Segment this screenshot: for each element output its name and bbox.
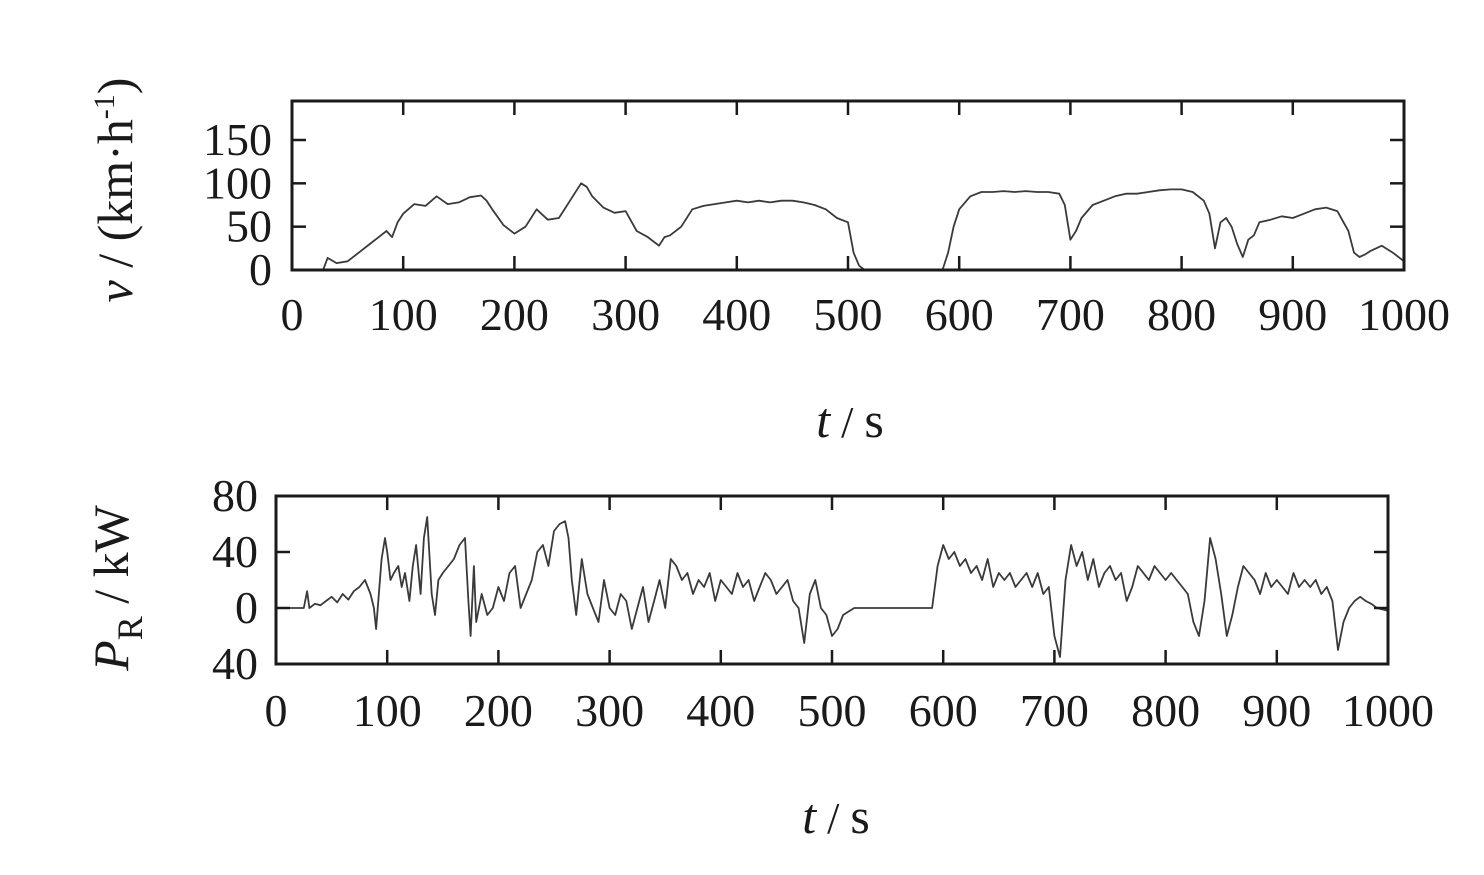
power-x-tick-label: 200 [464,685,533,736]
power-x-tick-label: 100 [353,685,422,736]
speed-x-tick-label: 200 [480,289,549,340]
power-x-tick-label: 0 [265,685,288,736]
speed-plot-frame [290,99,1406,272]
speed-x-tick-label: 0 [281,289,304,340]
speed-y-tick-label: 0 [249,244,272,295]
power-x-tick-label: 900 [1242,685,1311,736]
speed-y-tick-label: 100 [203,157,272,208]
speed-y-tick-label: 50 [226,201,272,252]
speed-x-ticks: 0 100 200 300 400 500 600 700 800 900 1000 [281,101,1450,340]
power-x-tick-label: 600 [909,685,978,736]
power-y-axis-label: PR / kW [83,504,150,671]
power-x-tick-label: 400 [686,685,755,736]
speed-x-axis-label: t / s [816,392,884,448]
speed-y-axis-label: v / (km·h-1) [87,78,143,303]
speed-x-tick-label: 400 [702,289,771,340]
power-x-axis-label: t / s [802,788,870,844]
speed-chart: 0 100 200 300 400 500 600 700 800 900 1000 0501001… [87,78,1450,448]
power-x-tick-label: 300 [575,685,644,736]
power-series-line [276,516,1389,658]
speed-x-tick-label: 1000 [1358,289,1450,340]
power-x-tick-label: 700 [1020,685,1089,736]
power-x-tick-label: 800 [1131,685,1200,736]
speed-x-tick-label: 800 [1147,289,1216,340]
speed-x-tick-label: 500 [814,289,883,340]
speed-x-tick-label: 300 [591,289,660,340]
power-y-tick-label: 40 [212,526,258,577]
power-y-tick-label: 40 [212,638,258,689]
speed-x-tick-label: 100 [369,289,438,340]
power-y-tick-label: 80 [212,470,258,521]
speed-y-tick-label: 150 [203,114,272,165]
power-x-ticks: 0 100 200 300 400 500 600 700 800 900 1000 [265,496,1434,736]
power-x-tick-label: 1000 [1342,685,1434,736]
speed-x-tick-label: 900 [1258,289,1327,340]
power-x-tick-label: 500 [798,685,867,736]
speed-x-tick-label: 600 [925,289,994,340]
power-y-tick-label: 0 [235,582,258,633]
power-chart: 0 100 200 300 400 500 600 700 800 900 1000 4004080… [83,470,1434,844]
power-plot-frame [274,494,1390,666]
speed-x-tick-label: 700 [1036,289,1105,340]
